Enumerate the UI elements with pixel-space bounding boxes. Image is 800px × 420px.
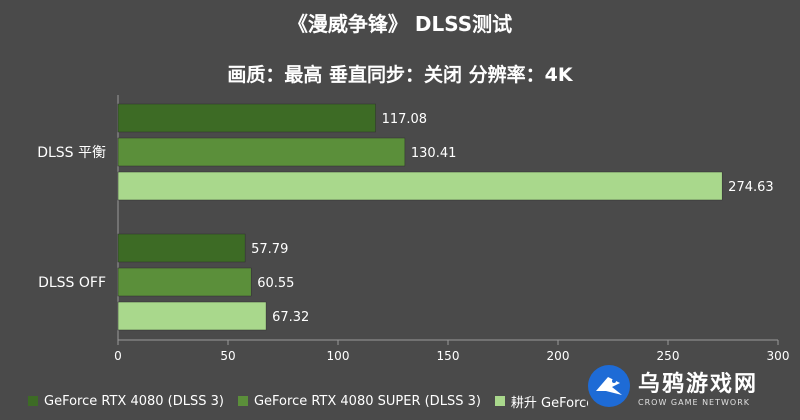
legend-swatch xyxy=(28,396,38,406)
legend-item: GeForce RTX 4080 (DLSS 3) xyxy=(28,394,224,409)
legend-item: GeForce RTX 4080 SUPER (DLSS 3) xyxy=(237,393,481,409)
legend-label: GeForce RTX 4080 (DLSS 3) xyxy=(44,393,224,409)
bar xyxy=(117,233,246,263)
crow-logo-icon xyxy=(588,365,630,407)
x-tick-label: 300 xyxy=(767,349,790,363)
bar xyxy=(117,267,252,297)
data-label: 67.32 xyxy=(272,310,309,325)
bar xyxy=(117,103,376,133)
chart-subtitle: 画质：最高 垂直同步：关闭 分辨率：4K xyxy=(227,64,573,86)
bar xyxy=(117,171,723,201)
chart-legend: GeForce RTX 4080 (DLSS 3) GeForce RTX 408… xyxy=(28,390,588,412)
data-label: 117.08 xyxy=(382,112,428,127)
category-label: DLSS OFF xyxy=(38,275,106,291)
data-label: 274.63 xyxy=(728,180,774,195)
legend-label: 耕升 GeForce xyxy=(510,395,588,411)
x-tick-label: 0 xyxy=(114,349,122,363)
x-tick-label: 150 xyxy=(437,349,460,363)
x-tick-label: 50 xyxy=(220,349,235,363)
chart-title: 《漫威争锋》 DLSS测试 xyxy=(287,12,513,36)
data-label: 60.55 xyxy=(257,276,294,291)
watermark-text: 乌鸦游戏网 xyxy=(638,371,759,397)
data-label: 130.41 xyxy=(411,146,457,161)
x-tick-label: 100 xyxy=(327,349,350,363)
x-tick-label: 200 xyxy=(547,349,570,363)
bar xyxy=(117,301,267,331)
legend-swatch xyxy=(494,396,505,406)
legend-item: 耕升 GeForce xyxy=(494,392,588,411)
x-tick-label: 250 xyxy=(657,349,680,363)
data-label: 57.79 xyxy=(251,242,288,257)
watermark-subtext: CROW GAME NETWORK xyxy=(638,397,751,407)
legend-swatch xyxy=(237,396,248,406)
legend-label: GeForce RTX 4080 SUPER (DLSS 3) xyxy=(253,393,481,409)
site-watermark: 乌鸦游戏网 CROW GAME NETWORK xyxy=(586,358,786,414)
bar xyxy=(117,137,406,167)
category-label: DLSS 平衡 xyxy=(37,145,106,161)
